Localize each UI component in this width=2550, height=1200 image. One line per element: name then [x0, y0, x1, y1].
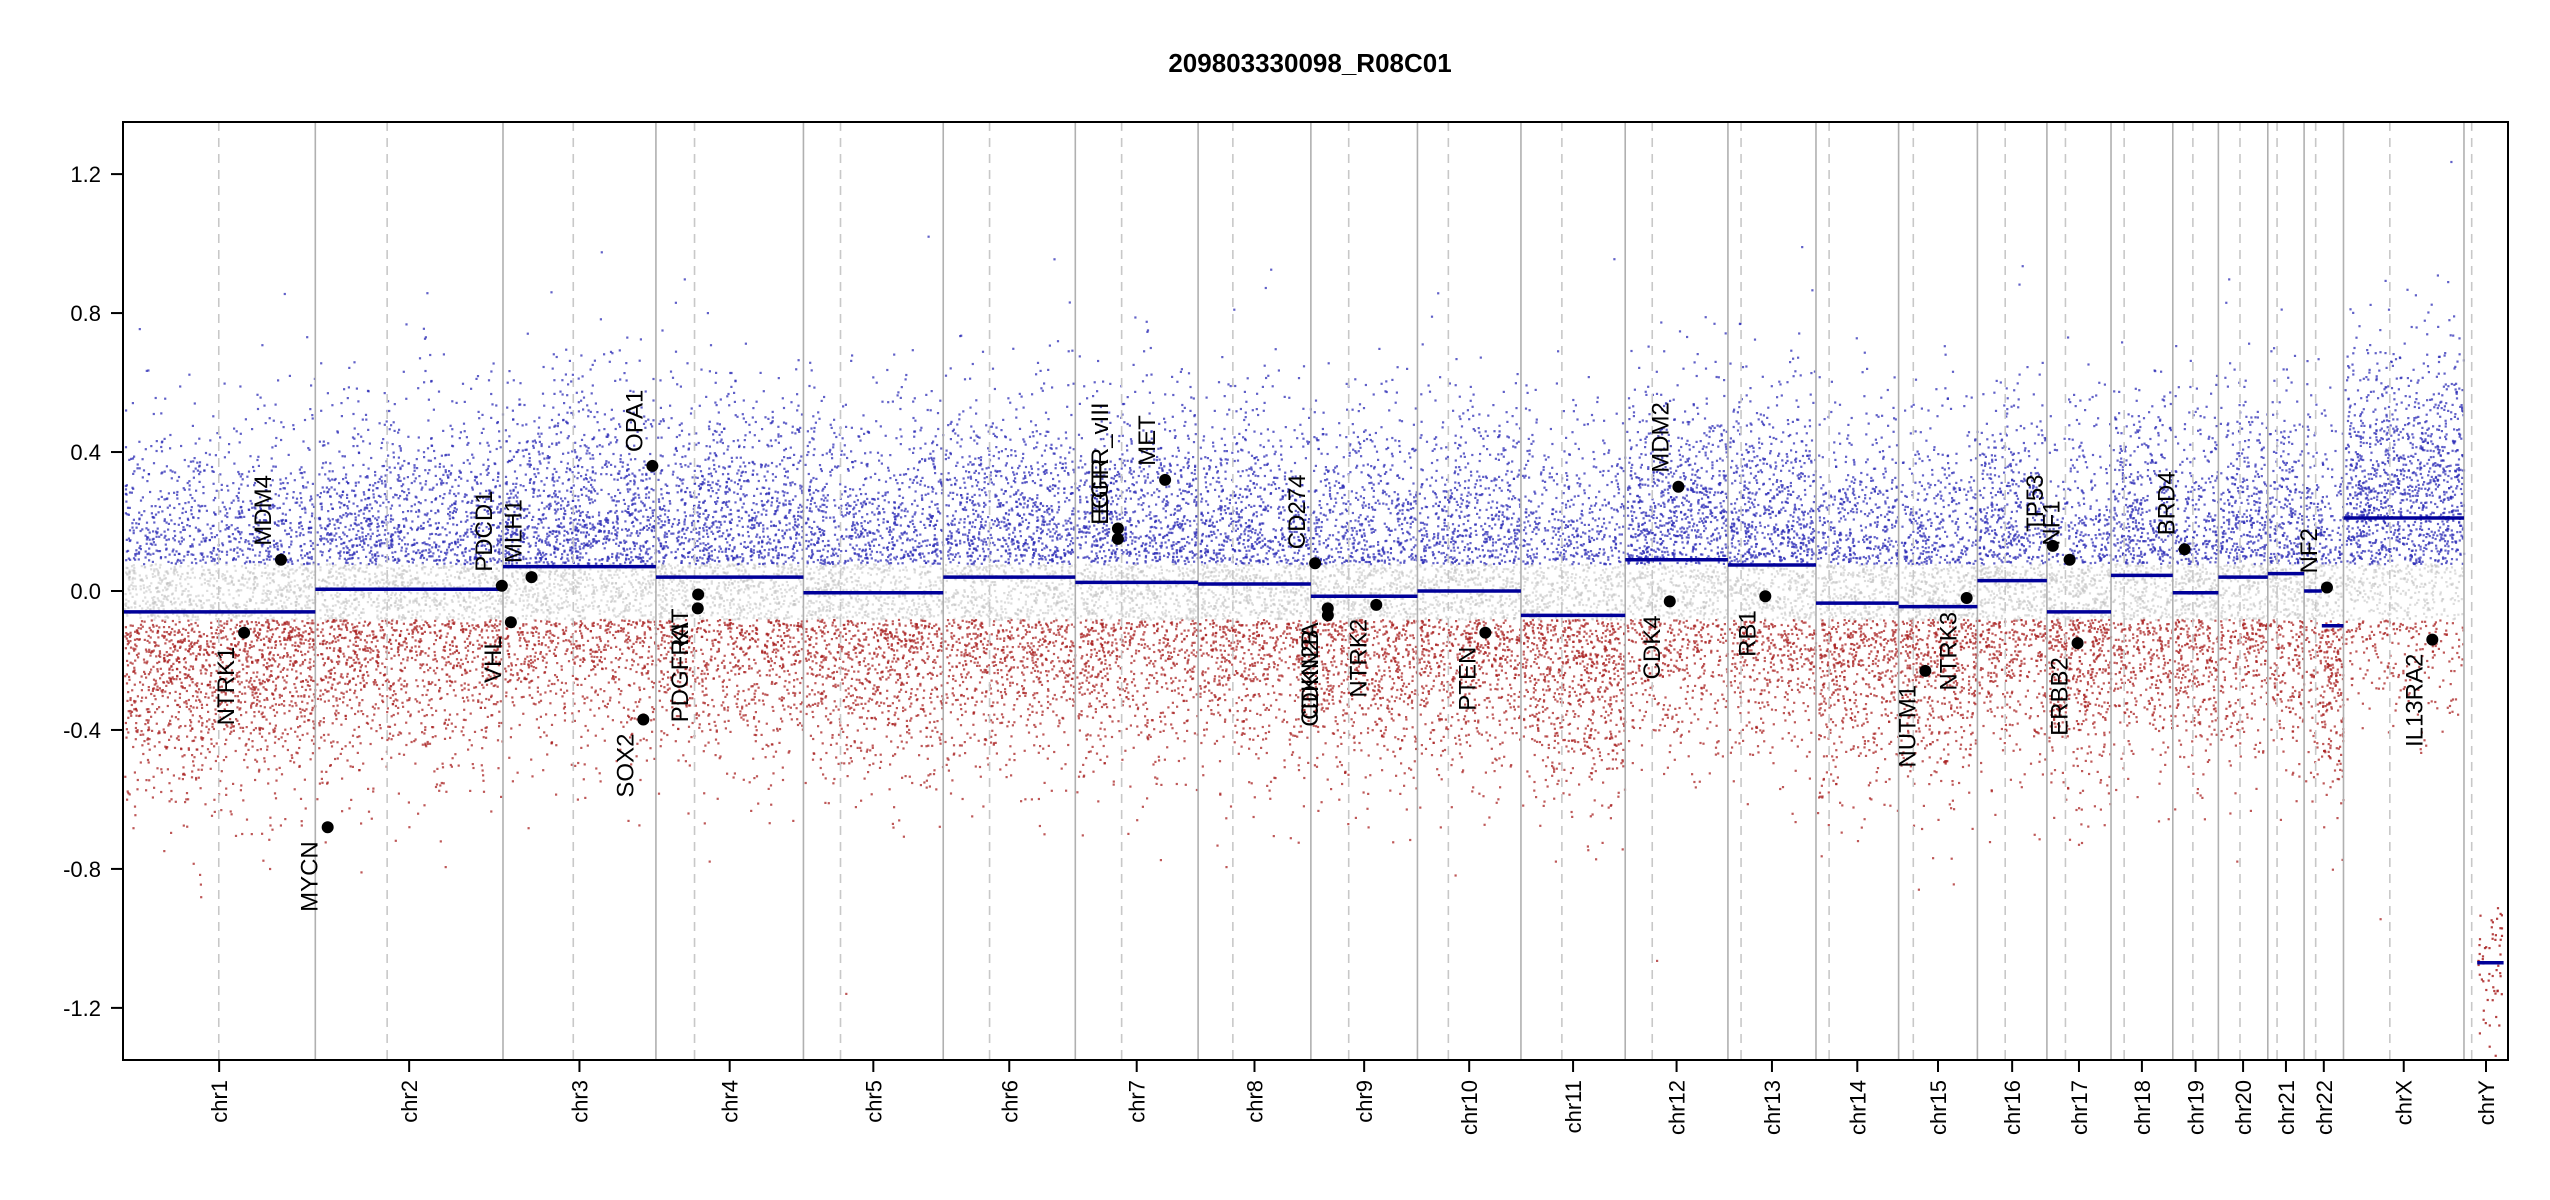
- gene-point-TP53: [2046, 539, 2059, 552]
- y-tick-label: 0.0: [70, 579, 101, 604]
- chromosome-label-chr14: chr14: [1845, 1080, 1870, 1135]
- gene-point-PDGFRA: [691, 602, 704, 615]
- segment-lines: [123, 516, 2504, 965]
- gene-label-VHL: VHL: [480, 636, 507, 683]
- chromosome-label-chrY: chrY: [2474, 1080, 2499, 1126]
- gene-point-MDM4: [274, 553, 287, 566]
- gene-point-CD274: [1309, 557, 1322, 570]
- chromosome-label-chr2: chr2: [397, 1080, 422, 1123]
- chromosome-label-chr7: chr7: [1125, 1080, 1150, 1123]
- gene-point-PTEN: [1479, 626, 1492, 639]
- gene-point-NUTM1: [1919, 664, 1932, 677]
- gene-label-PTEN: PTEN: [1454, 647, 1481, 711]
- gene-point-NF2: [2320, 581, 2333, 594]
- gene-point-NTRK1: [238, 626, 251, 639]
- gene-label-ERBB2: ERBB2: [2047, 657, 2074, 736]
- gene-point-ERBB2: [2071, 637, 2084, 650]
- gene-label-EGFR: EGFR: [1087, 458, 1114, 525]
- chromosome-label-chr6: chr6: [997, 1080, 1022, 1123]
- gene-label-SOX2: SOX2: [612, 734, 639, 798]
- gene-label-KIT: KIT: [667, 608, 694, 646]
- chromosome-label-chr3: chr3: [567, 1080, 592, 1123]
- gene-label-PDCD1: PDCD1: [471, 490, 498, 571]
- gene-label-MDM4: MDM4: [250, 475, 277, 546]
- gene-label-NTRK1: NTRK1: [213, 647, 240, 726]
- gene-point-KIT: [692, 588, 705, 601]
- gene-point-MLH1: [525, 571, 538, 584]
- gene-point-CDKN2B: [1321, 609, 1334, 622]
- chromosome-label-chr20: chr20: [2231, 1080, 2256, 1135]
- probe-points: [124, 160, 2504, 1057]
- chromosome-label-chr12: chr12: [1665, 1080, 1690, 1135]
- gene-label-CD274: CD274: [1284, 474, 1311, 549]
- gene-point-IL13RA2: [2426, 633, 2439, 646]
- y-tick-label: -0.4: [63, 718, 101, 743]
- y-tick-label: 0.4: [70, 440, 101, 465]
- chromosome-label-chr8: chr8: [1242, 1080, 1267, 1123]
- gene-point-NTRK2: [1370, 598, 1383, 611]
- gene-label-CDK4: CDK4: [1639, 615, 1666, 679]
- y-tick-label: -0.8: [63, 857, 101, 882]
- chromosome-label-chr1: chr1: [207, 1080, 232, 1123]
- chromosome-label-chr13: chr13: [1760, 1080, 1785, 1135]
- chart-title: 209803330098_R08C01: [1168, 48, 1451, 78]
- gene-point-EGFR: [1111, 532, 1124, 545]
- chromosome-label-chr15: chr15: [1926, 1080, 1951, 1135]
- gene-point-EGFR_vIII: [1111, 522, 1124, 535]
- gene-label-MYCN: MYCN: [297, 841, 324, 912]
- gene-label-TP53: TP53: [2022, 474, 2049, 531]
- gene-point-NTRK3: [1960, 591, 1973, 604]
- chromosome-label-chr19: chr19: [2184, 1080, 2209, 1135]
- gene-point-MDM2: [1672, 480, 1685, 493]
- gene-point-RB1: [1759, 590, 1772, 603]
- gene-label-CDKN2A: CDKN2A: [1297, 622, 1324, 719]
- gene-point-BRD4: [2178, 543, 2191, 556]
- chromosome-label-chr9: chr9: [1352, 1080, 1377, 1123]
- gene-label-NF1: NF1: [2039, 500, 2066, 545]
- gene-label-OPA1: OPA1: [621, 390, 648, 452]
- gene-label-NTRK2: NTRK2: [1345, 619, 1372, 698]
- gene-label-NUTM1: NUTM1: [1894, 685, 1921, 768]
- gene-point-MYCN: [321, 821, 334, 834]
- chromosome-label-chr10: chr10: [1457, 1080, 1482, 1135]
- chromosome-label-chr5: chr5: [861, 1080, 886, 1123]
- chromosome-label-chr4: chr4: [718, 1080, 743, 1123]
- chromosome-label-chr17: chr17: [2067, 1080, 2092, 1135]
- gene-label-CDKN2B: CDKN2B: [1297, 629, 1324, 726]
- gene-label-PDGFRA: PDGFRA: [667, 622, 694, 722]
- chromosome-grid: [217, 122, 2473, 1060]
- axes: chr1 chr2 chr3 chr4 chr5 chr6 chr7 chr8 chr9 chr1…: [63, 121, 2509, 1135]
- chromosome-label-chrX: chrX: [2392, 1080, 2417, 1126]
- gene-label-MDM2: MDM2: [1647, 402, 1674, 473]
- gene-label-EGFR_vIII: EGFR_vIII: [1087, 402, 1114, 514]
- gene-label-IL13RA2: IL13RA2: [2401, 654, 2428, 747]
- y-tick-label: 0.8: [70, 301, 101, 326]
- chromosome-label-chr16: chr16: [2000, 1080, 2025, 1135]
- gene-point-OPA1: [646, 459, 659, 472]
- gene-label-RB1: RB1: [1734, 610, 1761, 657]
- gene-point-NF1: [2063, 553, 2076, 566]
- chromosome-label-chr21: chr21: [2274, 1080, 2299, 1135]
- gene-markers: NTRK1 MDM4 MYCN PDCD1 VHL MLH1 SOX2 OPA1 PDGFRAK…: [213, 390, 2439, 912]
- gene-label-BRD4: BRD4: [2154, 471, 2181, 535]
- gene-label-MLH1: MLH1: [501, 499, 528, 563]
- y-tick-label: -1.2: [63, 996, 101, 1021]
- gene-label-NTRK3: NTRK3: [1936, 612, 1963, 691]
- chromosome-label-chr18: chr18: [2130, 1080, 2155, 1135]
- chromosome-label-chr22: chr22: [2312, 1080, 2337, 1135]
- gene-label-NF2: NF2: [2296, 528, 2323, 573]
- gene-point-PDCD1: [495, 579, 508, 592]
- gene-point-CDK4: [1663, 595, 1676, 608]
- y-tick-label: 1.2: [70, 162, 101, 187]
- gene-point-SOX2: [637, 713, 650, 726]
- gene-point-VHL: [504, 616, 517, 629]
- chromosome-label-chr11: chr11: [1561, 1080, 1586, 1133]
- gene-label-MET: MET: [1134, 415, 1161, 466]
- gene-point-MET: [1159, 473, 1172, 486]
